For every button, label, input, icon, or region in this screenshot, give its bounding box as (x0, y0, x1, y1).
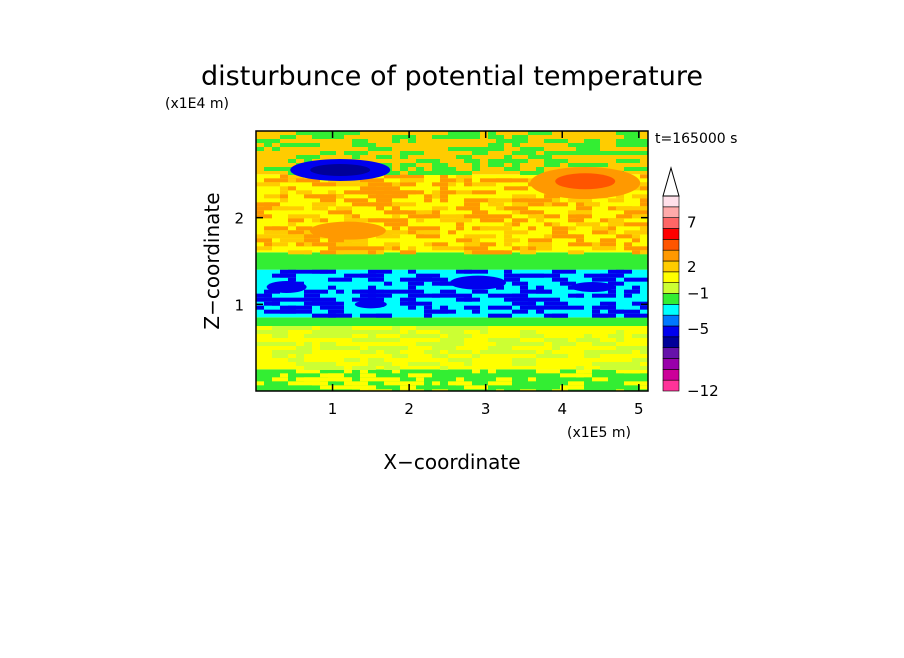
plot-frame (255, 130, 649, 392)
y-tick-label: 1 (234, 296, 244, 314)
colorbar-swatch (662, 217, 680, 229)
x-tick-label: 2 (404, 400, 414, 418)
contour-band (256, 269, 648, 318)
time-label: t=165000 s (655, 131, 737, 147)
colorbar-extend-arrow (662, 166, 680, 197)
colorbar-swatch (662, 358, 680, 370)
x-axis-label: X−coordinate (383, 450, 520, 474)
colorbar-tick-label: −12 (687, 382, 719, 400)
contour-band (256, 317, 648, 326)
colorbar: 7 2 −1 −5 −12 (662, 166, 719, 400)
colorbar-swatch (662, 195, 680, 208)
colorbar-swatch (662, 271, 680, 283)
colorbar-swatch (662, 347, 680, 359)
chart-title: disturbunce of potential temperature (201, 61, 703, 92)
colorbar-swatch (662, 369, 680, 381)
x-tick-label: 5 (634, 400, 644, 418)
contour-features (266, 159, 641, 309)
contour-band (256, 369, 648, 391)
x-axis: 1 2 3 4 5 (328, 131, 644, 418)
colorbar-swatch (662, 304, 680, 316)
colorbar-swatch (662, 325, 680, 338)
y-axis-label: Z−coordinate (200, 192, 224, 329)
colorbar-tick-label: 7 (687, 214, 697, 232)
colorbar-swatch (662, 314, 680, 327)
x-tick-label: 4 (557, 400, 567, 418)
contour-band (256, 252, 648, 270)
y-axis: 12 (234, 210, 648, 314)
colorbar-swatch (662, 282, 680, 294)
colorbar-tick-label: −1 (687, 285, 709, 303)
colorbar-swatch (662, 239, 680, 251)
colorbar-swatch (662, 206, 680, 218)
colorbar-swatch (662, 228, 680, 240)
contour-band (256, 326, 648, 370)
x-unit-label: (x1E5 m) (567, 425, 631, 441)
colorbar-swatch (662, 336, 680, 348)
y-tick-label: 2 (234, 210, 244, 228)
x-tick-label: 3 (481, 400, 491, 418)
x-tick-label: 1 (328, 400, 338, 418)
colorbar-tick-label: −5 (687, 320, 709, 338)
plot-area (256, 131, 648, 391)
colorbar-swatch (662, 379, 680, 392)
colorbar-swatch (662, 293, 680, 305)
y-unit-label: (x1E4 m) (165, 96, 229, 112)
colorbar-tick-label: 2 (687, 258, 697, 276)
colorbar-swatch (662, 249, 680, 262)
colorbar-swatch (662, 260, 680, 273)
